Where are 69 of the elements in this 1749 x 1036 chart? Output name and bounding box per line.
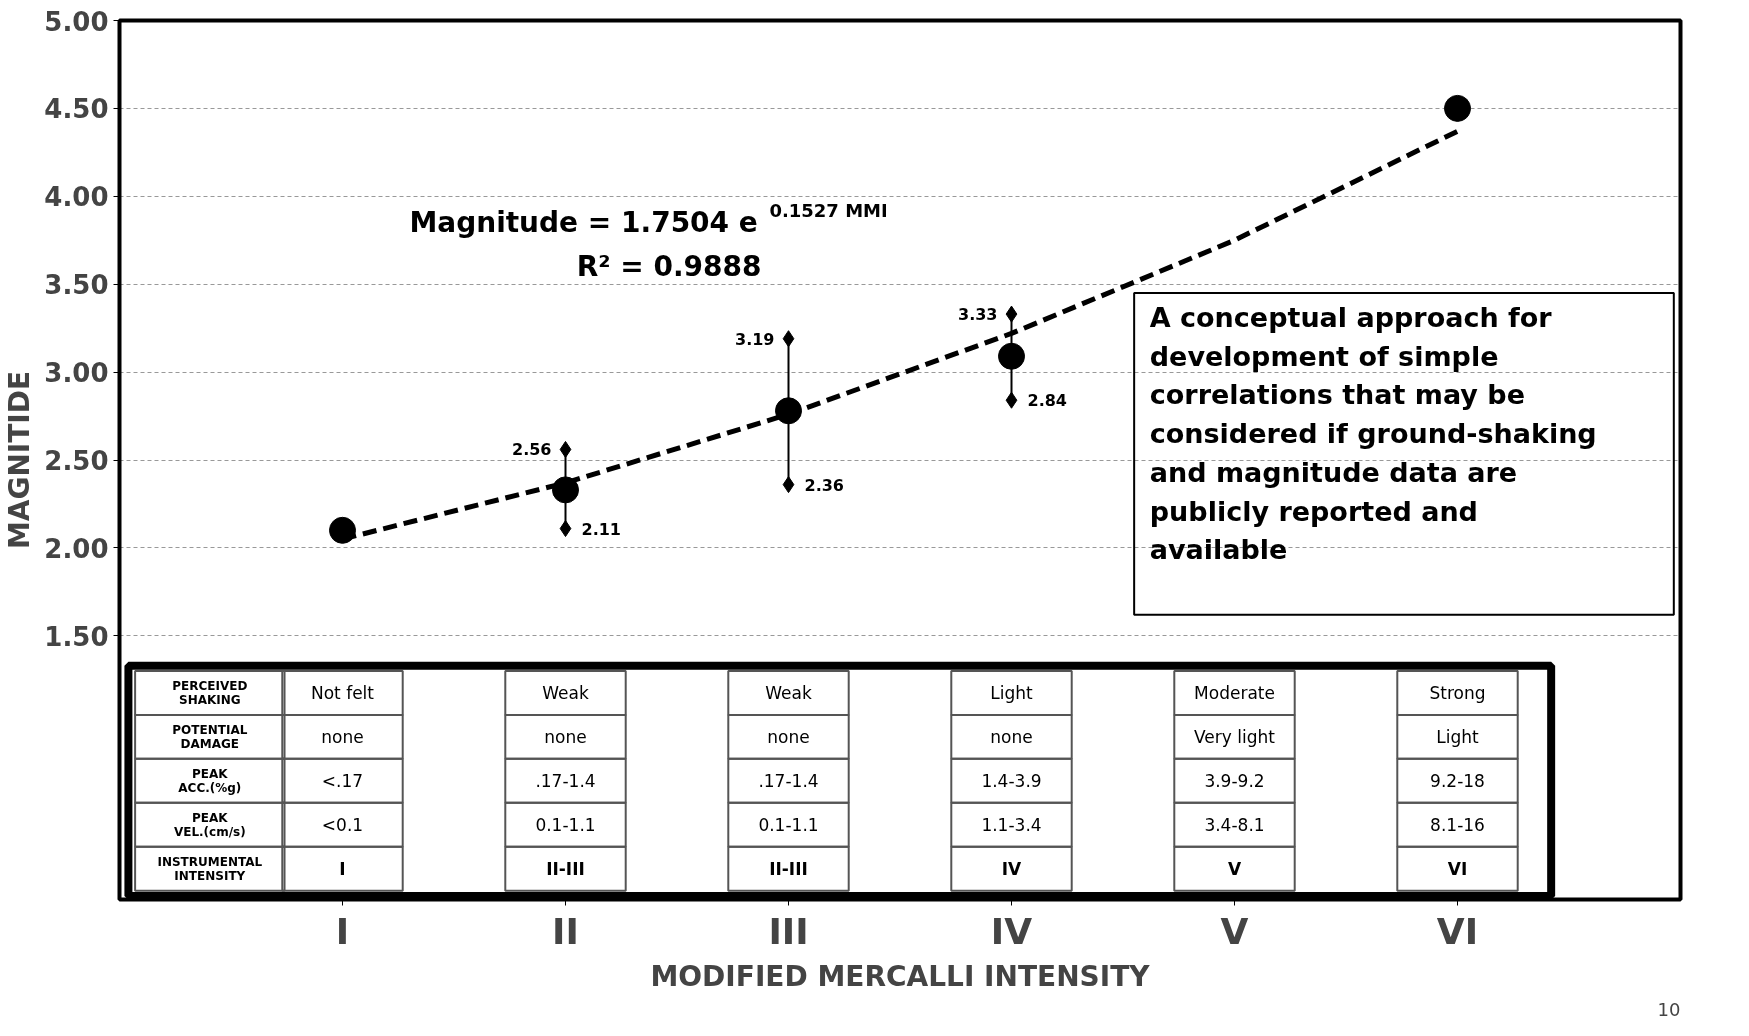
annotation: PERCEIVED SHAKING xyxy=(172,678,248,707)
point xyxy=(559,440,572,458)
point xyxy=(782,476,795,494)
annotation: <.17 xyxy=(321,770,364,791)
annotation: Light xyxy=(1436,726,1480,747)
y-axis-title: MAGNITIDE xyxy=(3,370,37,550)
annotation: Weak xyxy=(542,682,589,703)
data-label: 2.36 xyxy=(804,475,844,495)
annotation: V xyxy=(1227,858,1242,879)
data-label: 2.11 xyxy=(581,519,621,539)
annotation: none xyxy=(321,726,364,747)
y-tick-label: 5.00 xyxy=(44,6,109,37)
point xyxy=(1444,94,1471,122)
annotation: Moderate xyxy=(1194,682,1275,703)
x-tick-label: V xyxy=(1220,910,1249,952)
data-label: 3.19 xyxy=(735,329,775,349)
data-label: 3.33 xyxy=(958,305,998,325)
x-tick-label: IV xyxy=(990,910,1033,952)
point xyxy=(1005,391,1018,409)
annotation: none xyxy=(544,726,587,747)
annotation: Strong xyxy=(1429,682,1486,703)
annotation: 3.9-9.2 xyxy=(1204,771,1265,792)
annotation: 3.4-8.1 xyxy=(1204,815,1265,836)
point xyxy=(998,342,1025,370)
annotation: Light xyxy=(990,682,1034,703)
x-axis-title: MODIFIED MERCALLI INTENSITY xyxy=(650,959,1151,993)
annotation: Not felt xyxy=(310,682,375,703)
annotation: <0.1 xyxy=(321,814,364,835)
annotation: .17-1.4 xyxy=(758,771,819,792)
x-tick-label: II xyxy=(552,910,579,952)
point xyxy=(559,520,572,538)
annotation: VI xyxy=(1447,858,1468,879)
point xyxy=(782,330,795,348)
annotation: II-III xyxy=(769,858,808,879)
x-tick-label: I xyxy=(335,910,350,952)
annotation: II-III xyxy=(546,858,585,879)
y-tick-label: 1.50 xyxy=(44,621,109,652)
y-tick-label: 3.50 xyxy=(44,270,109,301)
data-label: 2.84 xyxy=(1027,391,1067,411)
y-tick-label: 3.00 xyxy=(44,358,109,389)
annotation: 8.1-16 xyxy=(1430,815,1485,836)
annotation: .17-1.4 xyxy=(535,771,596,792)
annotation: A conceptual approach for development of simple correlations that may be considered if ground-shaking and magnitude data are publicly reported and available xyxy=(1149,301,1597,566)
point xyxy=(329,516,356,544)
annotation: IV xyxy=(1001,858,1023,879)
data-label: 2.56 xyxy=(512,440,552,460)
annotation: POTENTIAL DAMAGE xyxy=(172,722,248,751)
annotation: none xyxy=(990,726,1033,747)
annotation: PEAK ACC.(%g) xyxy=(178,766,242,795)
y-tick-label: 2.50 xyxy=(44,446,109,476)
annotation: Weak xyxy=(765,682,812,703)
annotation: 9.2-18 xyxy=(1430,771,1485,792)
annotation: 1.4-3.9 xyxy=(981,771,1042,792)
text: 10 xyxy=(1657,998,1681,1020)
annotation: R² = 0.9888 xyxy=(576,250,762,284)
y-tick-label: 4.50 xyxy=(44,94,109,125)
x-tick-label: III xyxy=(768,910,809,952)
annotation: 1.1-3.4 xyxy=(981,815,1042,836)
y-tick-label: 4.00 xyxy=(44,182,109,213)
annotation: Very light xyxy=(1194,726,1276,747)
annotation: PEAK VEL.(cm/s) xyxy=(173,810,246,839)
annotation: none xyxy=(767,726,810,747)
annotation: INSTRUMENTAL INTENSITY xyxy=(157,854,263,883)
annotation: I xyxy=(339,858,346,879)
y-tick-label: 2.00 xyxy=(44,533,109,564)
x-tick-label: VI xyxy=(1436,910,1479,952)
annotation: 0.1-1.1 xyxy=(535,815,596,836)
point xyxy=(1005,305,1018,323)
annotation: 0.1-1.1 xyxy=(758,815,819,836)
